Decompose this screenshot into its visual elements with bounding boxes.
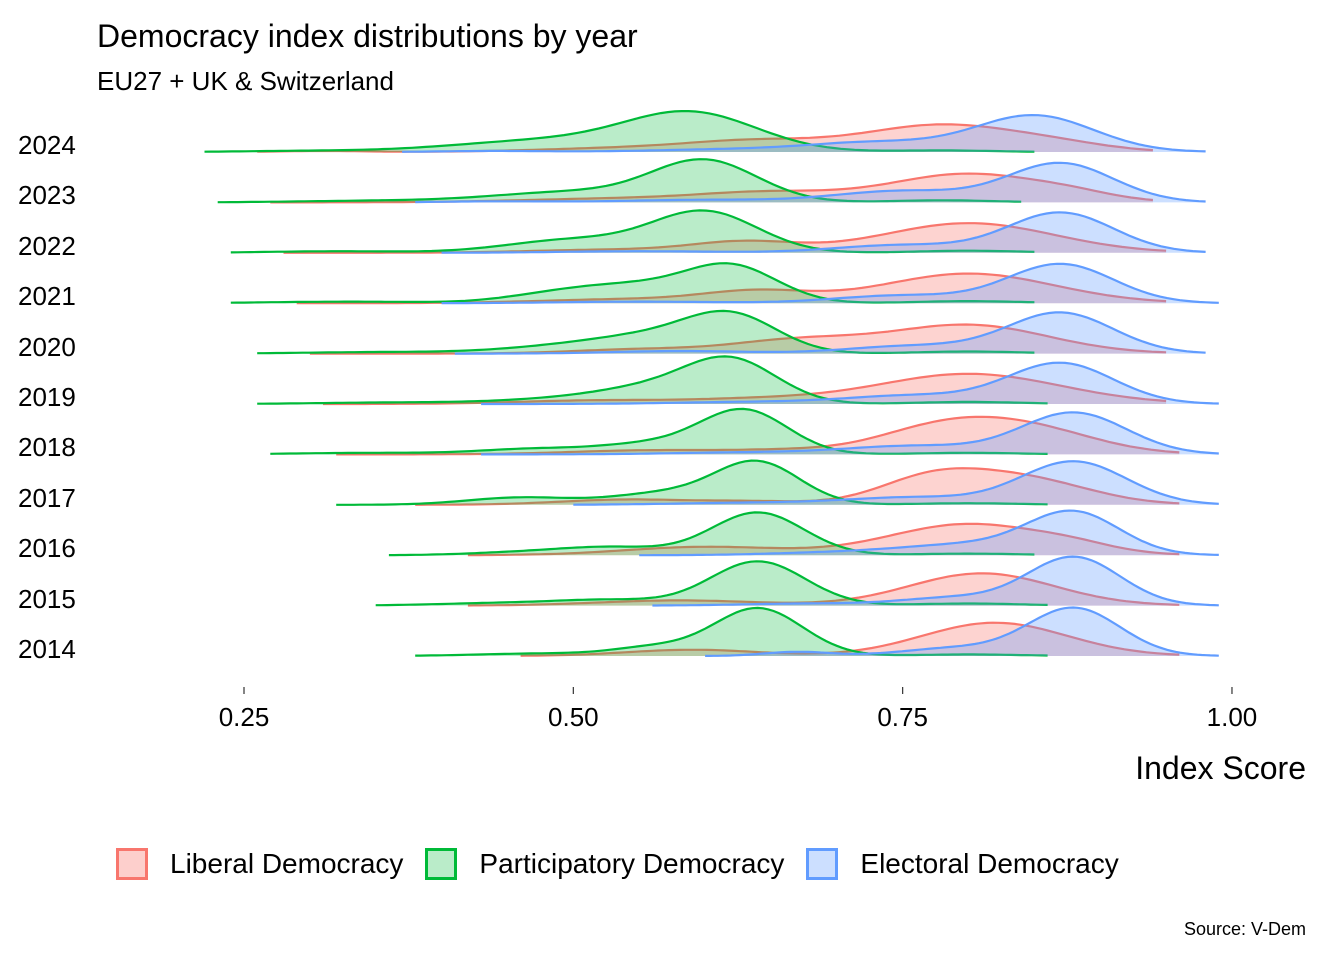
density-area-liberal-democracy bbox=[309, 324, 1167, 354]
density-line-electoral-democracy bbox=[573, 460, 1219, 506]
density-line-participatory-democracy bbox=[204, 110, 1035, 153]
density-area-liberal-democracy bbox=[257, 124, 1153, 152]
density-line-liberal-democracy bbox=[467, 572, 1180, 607]
density-line-participatory-democracy bbox=[230, 262, 1035, 304]
density-line-participatory-democracy bbox=[388, 511, 1035, 557]
density-line-electoral-democracy bbox=[415, 161, 1206, 204]
legend-label-liberal: Liberal Democracy bbox=[170, 848, 404, 879]
density-line-electoral-democracy bbox=[441, 262, 1219, 305]
density-line-electoral-democracy bbox=[454, 311, 1206, 355]
y-tick-label: 2016 bbox=[18, 533, 76, 564]
density-area-electoral-democracy bbox=[639, 510, 1219, 556]
ridge-row-2024 bbox=[204, 110, 1206, 153]
legend-swatch-liberal bbox=[116, 848, 148, 880]
density-area-electoral-democracy bbox=[441, 212, 1206, 253]
density-line-participatory-democracy bbox=[230, 209, 1035, 254]
ridge-row-2014 bbox=[415, 606, 1219, 657]
x-tick-label: 0.75 bbox=[877, 702, 928, 732]
source-caption: Source: V-Dem bbox=[1183, 919, 1306, 939]
density-area-participatory-democracy bbox=[230, 263, 1035, 304]
density-area-participatory-democracy bbox=[204, 111, 1035, 152]
legend: Liberal Democracy Participatory Democrac… bbox=[116, 848, 1141, 880]
chart-title: Democracy index distributions by year bbox=[97, 18, 638, 54]
ridge-row-2018 bbox=[270, 407, 1219, 456]
density-line-participatory-democracy bbox=[270, 407, 1048, 455]
density-area-electoral-democracy bbox=[481, 362, 1219, 404]
y-tick-label: 2020 bbox=[18, 331, 76, 362]
density-line-electoral-democracy bbox=[639, 509, 1219, 557]
density-area-liberal-democracy bbox=[270, 173, 1153, 203]
legend-swatch-electoral bbox=[806, 848, 839, 880]
density-line-participatory-democracy bbox=[415, 606, 1048, 657]
legend-item-electoral: Electoral Democracy bbox=[806, 848, 1119, 880]
density-line-liberal-democracy bbox=[467, 522, 1180, 557]
density-line-participatory-democracy bbox=[217, 158, 1022, 204]
x-tick-label: 0.25 bbox=[218, 702, 270, 732]
density-line-liberal-democracy bbox=[323, 372, 1167, 406]
density-line-electoral-democracy bbox=[402, 113, 1206, 153]
density-line-electoral-democracy bbox=[441, 211, 1206, 254]
y-tick-label: 2022 bbox=[18, 230, 76, 261]
density-area-electoral-democracy bbox=[481, 412, 1219, 455]
density-area-participatory-democracy bbox=[217, 159, 1022, 203]
density-line-participatory-democracy bbox=[375, 560, 1048, 607]
density-line-electoral-democracy bbox=[481, 361, 1219, 406]
ridge-row-2015 bbox=[375, 555, 1219, 607]
density-area-participatory-democracy bbox=[388, 512, 1035, 556]
density-area-liberal-democracy bbox=[336, 416, 1180, 455]
density-line-participatory-democracy bbox=[257, 309, 1035, 355]
x-tick-label: 0.50 bbox=[548, 702, 599, 732]
density-area-participatory-democracy bbox=[257, 356, 1048, 404]
density-line-liberal-democracy bbox=[336, 415, 1180, 456]
legend-item-liberal: Liberal Democracy bbox=[116, 848, 403, 880]
density-area-participatory-democracy bbox=[270, 408, 1048, 455]
density-area-liberal-democracy bbox=[415, 468, 1180, 505]
ridge-row-2016 bbox=[388, 509, 1219, 557]
density-area-electoral-democracy bbox=[705, 607, 1219, 656]
x-tick-label: 1.00 bbox=[1206, 702, 1258, 732]
density-line-liberal-democracy bbox=[309, 323, 1167, 355]
ridge-row-2019 bbox=[257, 355, 1219, 406]
x-axis-title: Index Score bbox=[1135, 750, 1306, 786]
density-area-liberal-democracy bbox=[323, 373, 1167, 404]
density-area-liberal-democracy bbox=[283, 223, 1167, 253]
density-area-participatory-democracy bbox=[375, 561, 1048, 606]
density-area-electoral-democracy bbox=[441, 263, 1219, 304]
ridge-row-2020 bbox=[257, 309, 1206, 355]
ridge-row-2017 bbox=[336, 459, 1219, 506]
y-tick-label: 2024 bbox=[18, 130, 76, 160]
density-area-electoral-democracy bbox=[415, 162, 1206, 203]
y-tick-label: 2019 bbox=[18, 382, 76, 412]
legend-label-electoral: Electoral Democracy bbox=[860, 848, 1119, 879]
y-tick-label: 2023 bbox=[18, 180, 76, 211]
density-line-electoral-democracy bbox=[652, 555, 1219, 607]
ridge-row-2023 bbox=[217, 158, 1206, 204]
density-area-electoral-democracy bbox=[573, 461, 1219, 505]
y-tick-label: 2021 bbox=[18, 281, 76, 312]
density-area-participatory-democracy bbox=[230, 210, 1035, 253]
density-area-electoral-democracy bbox=[652, 556, 1219, 606]
legend-label-participatory: Participatory Democracy bbox=[479, 848, 785, 879]
density-line-electoral-democracy bbox=[705, 606, 1219, 657]
density-area-liberal-democracy bbox=[467, 573, 1180, 606]
legend-swatch-participatory bbox=[425, 848, 458, 880]
density-area-liberal-democracy bbox=[467, 523, 1180, 556]
legend-item-participatory: Participatory Democracy bbox=[425, 848, 784, 880]
chart-subtitle: EU27 + UK & Switzerland bbox=[97, 66, 394, 96]
density-line-participatory-democracy bbox=[257, 355, 1048, 405]
y-tick-label: 2018 bbox=[18, 432, 76, 463]
density-area-liberal-democracy bbox=[296, 273, 1167, 304]
ridge-row-2021 bbox=[230, 262, 1219, 305]
density-line-participatory-democracy bbox=[336, 459, 1048, 506]
y-tick-label: 2015 bbox=[18, 583, 76, 614]
density-line-electoral-democracy bbox=[481, 411, 1219, 456]
y-tick-label: 2017 bbox=[18, 482, 76, 513]
density-line-liberal-democracy bbox=[283, 222, 1167, 254]
density-area-participatory-democracy bbox=[415, 607, 1048, 656]
density-area-electoral-democracy bbox=[402, 115, 1206, 152]
ridge-row-2022 bbox=[230, 209, 1206, 254]
y-tick-label: 2014 bbox=[18, 634, 76, 664]
density-area-participatory-democracy bbox=[257, 310, 1035, 354]
